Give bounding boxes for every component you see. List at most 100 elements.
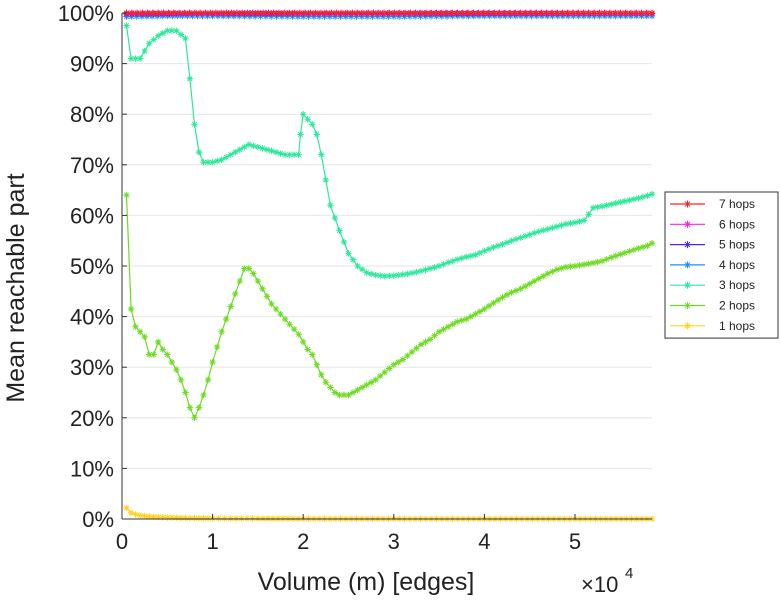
data-point-4-hops-15	[199, 12, 206, 20]
data-point-2-hops-21	[218, 328, 225, 335]
data-point-3-hops-87	[512, 235, 520, 243]
legend-label-6-hops: 6 hops	[719, 217, 755, 231]
data-point-1-hops-22	[227, 515, 234, 522]
data-point-3-hops-101	[576, 218, 583, 225]
data-point-3-hops-24	[232, 148, 239, 156]
series-markers-7-hops	[123, 9, 656, 17]
data-point-3-hops-99	[567, 220, 574, 227]
data-point-4-hops-56	[417, 13, 424, 20]
data-point-7-hops-65	[464, 9, 472, 17]
data-point-7-hops-26	[259, 9, 267, 17]
data-point-7-hops-61	[443, 9, 451, 17]
data-point-7-hops-57	[422, 9, 430, 17]
data-point-2-hops-86	[512, 287, 520, 294]
data-point-2-hops-112	[630, 246, 638, 254]
data-point-2-hops-92	[540, 272, 547, 280]
data-point-4-hops-48	[374, 13, 382, 20]
data-point-2-hops-113	[635, 245, 642, 252]
data-point-1-hops-1	[127, 509, 135, 517]
data-point-4-hops-62	[449, 13, 456, 20]
data-point-3-hops-0	[123, 22, 130, 29]
data-point-3-hops-8	[159, 30, 166, 37]
data-point-7-hops-45	[359, 9, 367, 17]
data-point-7-hops-6	[154, 9, 162, 17]
data-point-7-hops-54	[407, 9, 414, 17]
data-point-2-hops-70	[440, 326, 447, 333]
data-point-3-hops-68	[426, 265, 434, 272]
data-point-4-hops-46	[363, 13, 371, 20]
data-point-3-hops-67	[422, 266, 429, 273]
data-point-7-hops-80	[543, 9, 551, 17]
data-point-3-hops-63	[404, 270, 411, 278]
data-point-7-hops-89	[590, 9, 598, 17]
x-tick-label-1: 1	[206, 529, 218, 554]
data-point-2-hops-81	[490, 299, 497, 307]
data-point-7-hops-70	[491, 9, 498, 17]
data-point-7-hops-35	[307, 9, 314, 17]
data-point-7-hops-97	[633, 9, 640, 17]
data-point-2-hops-73	[454, 318, 461, 325]
data-point-2-hops-5	[145, 351, 153, 358]
data-point-7-hops-2	[133, 9, 141, 17]
data-point-1-hops-7	[155, 513, 162, 521]
legend-item-1-hops: 1 hops	[670, 319, 755, 333]
data-point-7-hops-43	[349, 9, 356, 17]
data-point-7-hops-67	[475, 9, 482, 17]
data-point-2-hops-62	[404, 352, 411, 360]
data-point-2-hops-20	[213, 343, 221, 351]
y-tick-label-3: 30%	[70, 355, 114, 380]
data-point-2-hops-34	[277, 310, 284, 318]
data-point-3-hops-30	[259, 145, 266, 152]
data-point-3-hops-98	[562, 220, 570, 228]
data-point-3-hops-83	[494, 242, 502, 249]
series-line-2-hops	[125, 195, 653, 420]
data-point-2-hops-106	[603, 255, 610, 263]
data-point-3-hops-43	[313, 131, 320, 138]
legend: 7 hops 6 hops 5 hops 4 hops 3 hops 2 hops 1 ho…	[664, 191, 779, 339]
x-tick-label-2: 2	[297, 529, 309, 554]
data-point-3-hops-62	[399, 271, 407, 278]
data-point-7-hops-94	[617, 9, 624, 17]
data-point-3-hops-18	[204, 159, 212, 166]
legend-label-1-hops: 1 hops	[719, 319, 755, 333]
data-point-7-hops-66	[470, 9, 477, 17]
data-point-7-hops-92	[606, 9, 614, 17]
data-point-2-hops-63	[408, 348, 416, 356]
data-point-7-hops-91	[601, 9, 608, 17]
data-point-3-hops-102	[580, 217, 588, 224]
data-point-2-hops-57	[381, 369, 388, 376]
data-point-2-hops-49	[345, 391, 352, 399]
data-point-7-hops-11	[181, 9, 188, 17]
data-point-7-hops-74	[512, 9, 519, 17]
data-point-3-hops-82	[490, 244, 497, 251]
data-point-2-hops-98	[567, 263, 574, 270]
data-point-3-hops-36	[286, 151, 293, 158]
data-point-7-hops-27	[265, 9, 272, 17]
data-point-7-hops-85	[569, 9, 577, 17]
data-point-3-hops-49	[340, 238, 348, 246]
data-point-2-hops-72	[449, 320, 456, 328]
data-point-2-hops-28	[250, 270, 257, 277]
legend-marker-3-hops	[684, 281, 691, 289]
data-point-7-hops-79	[538, 9, 545, 17]
data-point-4-hops-55	[411, 13, 419, 20]
data-point-3-hops-109	[612, 200, 619, 207]
data-point-3-hops-32	[268, 147, 275, 155]
data-point-2-hops-14	[186, 404, 194, 411]
data-point-7-hops-81	[548, 9, 556, 17]
data-point-2-hops-59	[390, 361, 397, 368]
data-point-3-hops-50	[345, 250, 352, 257]
data-point-5-hops-13	[193, 10, 200, 17]
data-point-7-hops-51	[391, 9, 398, 17]
data-point-2-hops-11	[173, 366, 180, 373]
x-multiplier-exponent: 4	[625, 565, 633, 582]
data-point-7-hops-100	[648, 9, 656, 17]
data-point-2-hops-30	[259, 285, 266, 292]
data-point-3-hops-40	[299, 111, 307, 118]
data-point-2-hops-60	[395, 358, 402, 366]
data-point-2-hops-65	[417, 341, 425, 348]
data-point-4-hops-52	[395, 13, 403, 20]
legend-label-4-hops: 4 hops	[719, 258, 755, 272]
data-point-2-hops-95	[553, 266, 561, 273]
data-point-1-hops-5	[145, 513, 153, 520]
